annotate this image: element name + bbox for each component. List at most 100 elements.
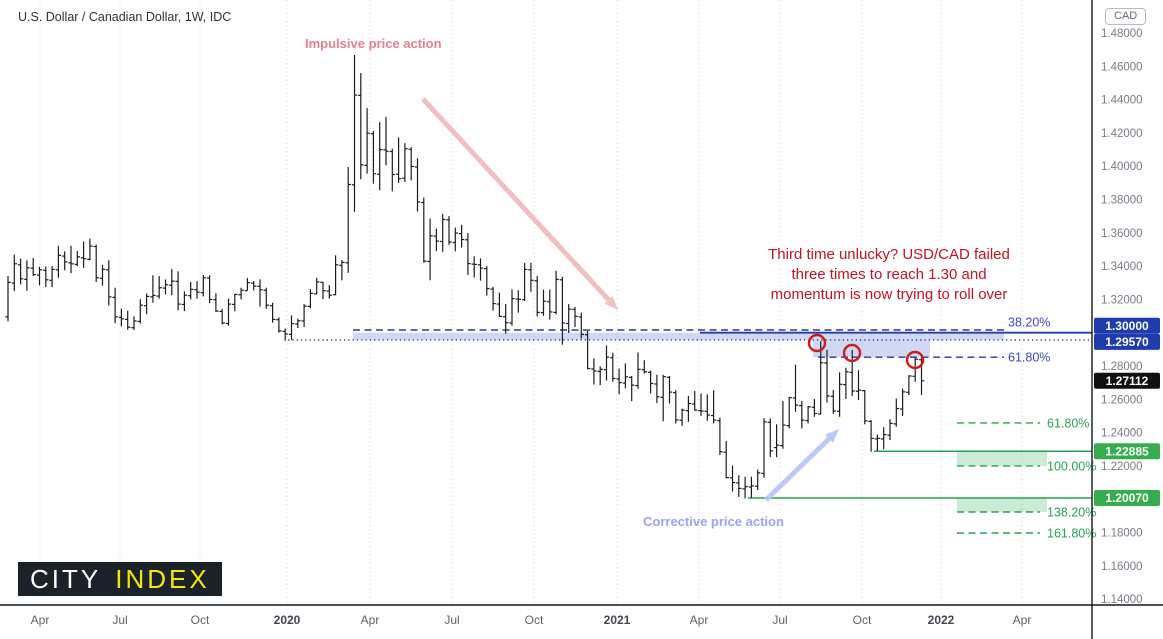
ohlc-bar	[112, 287, 118, 324]
ohlc-bar	[629, 376, 635, 402]
ohlc-bar	[351, 55, 358, 212]
ohlc-bar	[440, 213, 446, 252]
ohlc-bar	[74, 250, 80, 267]
ohlc-bar	[874, 434, 881, 452]
price-axis-label: 1.24000	[1101, 428, 1143, 440]
ohlc-bar	[181, 291, 188, 312]
ohlc-bar	[5, 276, 11, 322]
ohlc-bar	[200, 274, 206, 297]
ohlc-bar	[824, 349, 830, 403]
ohlc-bar	[616, 368, 622, 395]
callout-line-1: Third time unlucky? USD/CAD failed	[768, 246, 1010, 263]
ohlc-bar	[496, 292, 503, 317]
ohlc-bar	[395, 137, 402, 183]
ohlc-bar	[528, 262, 534, 292]
ohlc-bar	[282, 328, 288, 341]
ohlc-bar	[484, 266, 490, 296]
fib-zone[interactable]	[353, 332, 1004, 340]
city-index-logo: CITY INDEX	[18, 562, 222, 596]
price-axis-label: 1.40000	[1101, 161, 1143, 173]
trend-arrow[interactable]	[764, 429, 839, 502]
annotation-corrective[interactable]: Corrective price action	[643, 514, 784, 529]
ohlc-bar	[345, 167, 351, 273]
ohlc-bar	[383, 116, 389, 166]
ohlc-bar	[263, 287, 269, 309]
ohlc-bar	[269, 302, 276, 323]
ohlc-bar	[225, 298, 232, 326]
ohlc-bar	[433, 228, 440, 252]
price-badge: 1.22885	[1094, 443, 1160, 460]
time-axis-label[interactable]: 2022	[928, 613, 955, 627]
trend-arrow[interactable]	[421, 97, 618, 310]
ohlc-bar	[893, 398, 899, 427]
ohlc-bar	[899, 388, 906, 416]
price-axis-label: 1.34000	[1101, 261, 1143, 273]
ohlc-bar	[836, 372, 843, 417]
ohlc-bar	[11, 254, 17, 292]
ohlc-bar	[534, 276, 540, 317]
fib-zone[interactable]	[957, 451, 1047, 466]
svg-text:1.27112: 1.27112	[1106, 374, 1149, 388]
logo-city-text: CITY	[30, 563, 102, 594]
failed-test-circle[interactable]	[842, 343, 862, 363]
failed-test-circle[interactable]	[807, 333, 827, 353]
price-badge: 1.27112	[1094, 372, 1160, 389]
price-badge: 1.29570	[1094, 333, 1160, 350]
price-badge: 1.20070	[1094, 490, 1160, 506]
annotation-impulsive[interactable]: Impulsive price action	[305, 36, 442, 51]
time-axis-label[interactable]: Jul	[112, 613, 127, 627]
ohlc-bar	[257, 279, 263, 307]
ohlc-bar	[641, 360, 647, 374]
time-axis-label[interactable]: Apr	[1013, 613, 1032, 627]
ohlc-bar	[729, 465, 736, 492]
ohlc-bar	[276, 317, 282, 333]
ohlc-bar	[818, 341, 824, 415]
ohlc-bar	[188, 281, 194, 300]
fib-1382-green-label: 138.20%	[1047, 506, 1096, 520]
ohlc-bar	[692, 391, 698, 411]
price-axis-label: 1.26000	[1101, 394, 1143, 406]
ohlc-bar	[150, 275, 156, 303]
time-axis-label[interactable]: Oct	[853, 613, 872, 627]
price-badge: 1.30000	[1094, 317, 1160, 334]
ohlc-bar	[515, 290, 521, 313]
ohlc-bar	[906, 375, 912, 396]
ohlc-bar	[597, 366, 603, 386]
currency-badge[interactable]: CAD	[1105, 8, 1147, 25]
ohlc-bar	[685, 396, 692, 422]
price-axis-label: 1.16000	[1101, 561, 1143, 573]
ohlc-bar	[370, 130, 377, 184]
ohlc-bar	[377, 122, 383, 191]
ohlc-bar	[647, 370, 654, 394]
ohlc-bar	[742, 476, 748, 499]
ohlc-bar	[465, 233, 471, 275]
ohlc-bar	[566, 304, 572, 333]
ohlc-bar	[219, 308, 225, 325]
ohlc-bar	[326, 285, 332, 299]
fib-zone[interactable]	[957, 498, 1047, 512]
ohlc-bar	[767, 418, 773, 458]
price-axis-label: 1.48000	[1101, 28, 1143, 40]
time-axis-label[interactable]: Apr	[31, 613, 50, 627]
time-axis-label[interactable]: 2020	[274, 613, 301, 627]
ohlc-bar	[408, 147, 414, 181]
time-axis-label[interactable]: Jul	[772, 613, 787, 627]
time-axis-label[interactable]: Jul	[444, 613, 459, 627]
failed-test-circle[interactable]	[905, 350, 925, 370]
ohlc-bar	[244, 278, 251, 292]
time-axis-label[interactable]: Oct	[525, 613, 544, 627]
time-axis-label[interactable]: Oct	[191, 613, 210, 627]
time-axis-label[interactable]: Apr	[361, 613, 380, 627]
annotation-callout[interactable]: Third time unlucky? USD/CAD failed three…	[743, 245, 1035, 305]
fib-zone[interactable]	[813, 339, 930, 358]
time-axis-label[interactable]: Apr	[690, 613, 709, 627]
time-axis-label[interactable]: 2021	[604, 613, 631, 627]
price-axis-label: 1.28000	[1101, 361, 1143, 373]
ohlc-bar	[175, 271, 181, 311]
ohlc-bar	[855, 370, 862, 401]
ohlc-bar	[698, 393, 704, 416]
ohlc-bar	[458, 224, 465, 248]
ohlc-bar	[912, 357, 918, 382]
ohlc-bar	[402, 143, 408, 182]
